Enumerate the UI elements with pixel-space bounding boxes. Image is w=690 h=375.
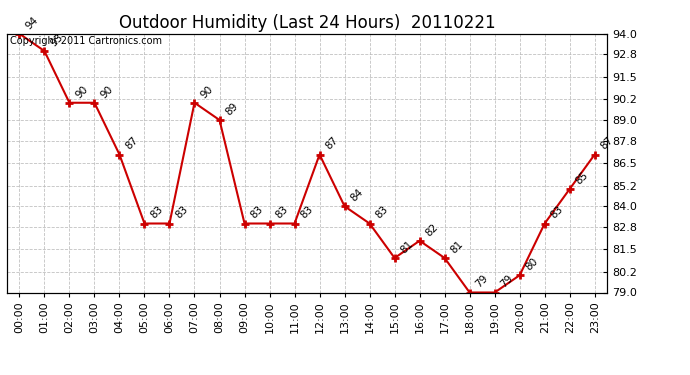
Text: 87: 87 <box>599 135 615 152</box>
Text: 84: 84 <box>348 187 365 204</box>
Text: 83: 83 <box>248 204 265 221</box>
Text: 87: 87 <box>324 135 340 152</box>
Text: 81: 81 <box>448 239 465 255</box>
Text: 83: 83 <box>374 204 390 221</box>
Text: 93: 93 <box>48 32 65 48</box>
Text: 87: 87 <box>124 135 140 152</box>
Text: 83: 83 <box>274 204 290 221</box>
Text: 85: 85 <box>574 170 590 186</box>
Text: Copyright 2011 Cartronics.com: Copyright 2011 Cartronics.com <box>10 36 162 46</box>
Text: 90: 90 <box>74 84 90 100</box>
Text: 90: 90 <box>99 84 115 100</box>
Text: 82: 82 <box>424 222 440 238</box>
Text: 83: 83 <box>549 204 565 221</box>
Title: Outdoor Humidity (Last 24 Hours)  20110221: Outdoor Humidity (Last 24 Hours) 2011022… <box>119 14 495 32</box>
Text: 80: 80 <box>524 256 540 273</box>
Text: 83: 83 <box>174 204 190 221</box>
Text: 81: 81 <box>399 239 415 255</box>
Text: 83: 83 <box>148 204 165 221</box>
Text: 83: 83 <box>299 204 315 221</box>
Text: 90: 90 <box>199 84 215 100</box>
Text: 94: 94 <box>23 15 40 31</box>
Text: 79: 79 <box>499 273 515 290</box>
Text: 79: 79 <box>474 273 490 290</box>
Text: 89: 89 <box>224 101 240 117</box>
